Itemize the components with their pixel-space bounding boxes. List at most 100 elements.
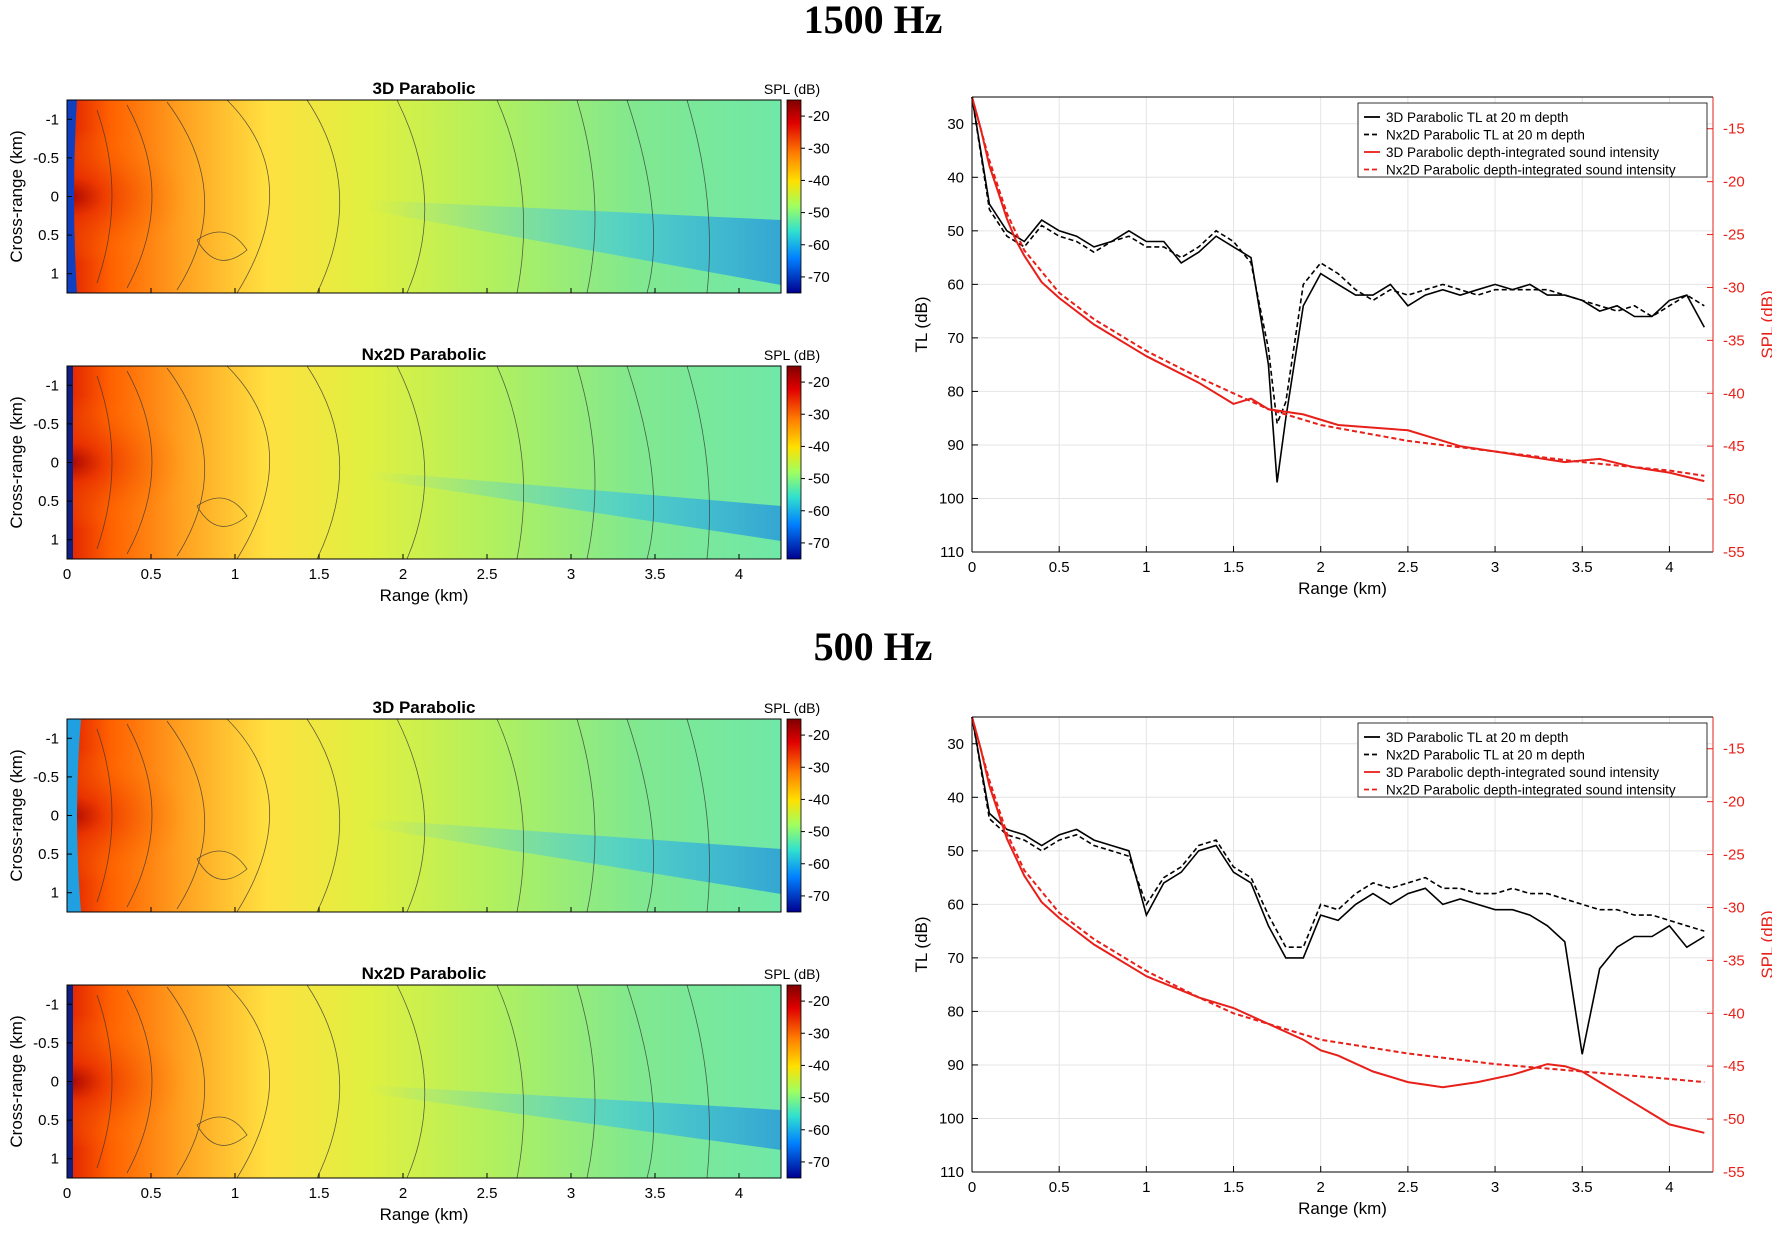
y-tick-label: 1	[51, 885, 59, 902]
heatmap-1500-nx2d	[67, 365, 781, 560]
x-tick-label: 0.5	[1049, 1179, 1070, 1196]
heatmap-annotations: 3D Parabolic -1 -0.5 0 0.5 1 Cross-range (km) S…	[7, 79, 830, 1224]
series-line-3	[971, 96, 1705, 477]
heatmap-contours	[96, 718, 710, 913]
colorbar-tick-label: -60	[808, 503, 830, 520]
legend-entry: 3D Parabolic depth-integrated sound inte…	[1386, 145, 1659, 160]
y-right-tick-label: -45	[1723, 438, 1745, 455]
colorbar-tick-label: -50	[808, 471, 830, 488]
y-tick-label: 70	[947, 950, 964, 967]
colorbar-tick-label: -20	[808, 727, 830, 744]
x-tick-label: 2.5	[477, 566, 498, 583]
x-tick-label: 4	[1665, 1179, 1673, 1196]
heatmap-title: Nx2D Parabolic	[362, 345, 487, 364]
colorbar-tick-label: -60	[808, 856, 830, 873]
y-right-tick-label: -35	[1723, 332, 1745, 349]
y-tick-label: -0.5	[33, 1035, 59, 1052]
colorbar-tick-label: -70	[808, 535, 830, 552]
x-tick-label: 1	[1142, 1179, 1150, 1196]
heatmap-hotspot	[67, 985, 417, 1178]
y-axis-label: Cross-range (km)	[7, 130, 26, 262]
legend-entry: Nx2D Parabolic TL at 20 m depth	[1386, 128, 1585, 143]
y-tick-label: 80	[947, 383, 964, 400]
y-right-tick-label: -15	[1723, 121, 1745, 138]
colorbar-tick-label: -70	[808, 269, 830, 286]
series-line-2	[971, 96, 1705, 483]
legend: 3D Parabolic TL at 20 m depth Nx2D Parabo…	[1357, 102, 1708, 178]
colorbar-tick-label: -70	[808, 888, 830, 905]
y-right-tick-label: -15	[1723, 741, 1745, 758]
y-tick-label: 0.5	[38, 1112, 59, 1129]
x-tick-label: 2	[1317, 1179, 1325, 1196]
y-tick-label: 0.5	[38, 846, 59, 863]
y-axis-label: Cross-range (km)	[7, 1015, 26, 1147]
x-tick-label: 2	[399, 1185, 407, 1202]
legend-entry: 3D Parabolic TL at 20 m depth	[1386, 730, 1568, 745]
y-tick-label: 1	[51, 266, 59, 283]
y-axis-label: Cross-range (km)	[7, 396, 26, 528]
colorbar	[786, 984, 802, 1179]
y-right-tick-label: -55	[1723, 544, 1745, 561]
y-tick-label: 110	[940, 1164, 964, 1181]
x-tick-label: 0	[63, 1185, 71, 1202]
y-tick-label: 60	[947, 276, 964, 293]
y-tick-label: 40	[947, 789, 964, 806]
y-tick-label: -1	[46, 730, 59, 747]
colorbar-tick-label: -50	[808, 824, 830, 841]
legend-box	[1357, 102, 1708, 178]
colorbar-tick-label: -30	[808, 1025, 830, 1042]
colorbar	[786, 365, 802, 560]
heatmap-title: 3D Parabolic	[373, 79, 476, 98]
section-title-1500: 1500 Hz	[804, 0, 943, 42]
y-tick-label: 100	[939, 1110, 964, 1127]
y-right-tick-label: -20	[1723, 794, 1745, 811]
colorbar-label: SPL (dB)	[764, 966, 820, 982]
colorbar	[786, 718, 802, 913]
x-tick-label: 1.5	[309, 566, 330, 583]
y-right-tick-label: -50	[1723, 491, 1745, 508]
y-axis-label: Cross-range (km)	[7, 749, 26, 881]
colorbar-tick-label: -70	[808, 1154, 830, 1171]
x-axis-label: Range (km)	[1298, 1199, 1387, 1218]
colorbar-tick-label: -50	[808, 1090, 830, 1107]
heatmap-axes: 3D Parabolic -1 -0.5 0 0.5 1 Cross-range (km) S…	[7, 698, 830, 913]
colorbar-tick-label: -20	[808, 993, 830, 1010]
colorbar-tick-label: -40	[808, 791, 830, 808]
y-tick-label: -1	[46, 111, 59, 128]
x-tick-label: 2	[399, 566, 407, 583]
y-tick-label: 0	[51, 1074, 59, 1091]
heatmap-hotspot	[67, 100, 417, 293]
colorbar-tick-label: -50	[808, 205, 830, 222]
x-tick-label: 1	[1142, 559, 1150, 576]
y-tick-label: 30	[947, 116, 964, 133]
x-tick-label: 1	[231, 1185, 239, 1202]
colorbar-tick-label: -40	[808, 1057, 830, 1074]
legend-entry: Nx2D Parabolic depth-integrated sound in…	[1386, 783, 1676, 798]
x-tick-label: 1.5	[309, 1185, 330, 1202]
x-tick-label: 0	[968, 1179, 976, 1196]
heatmap-low-beam	[367, 471, 781, 541]
x-tick-label: 0.5	[1049, 559, 1070, 576]
y-right-tick-label: -40	[1723, 385, 1745, 402]
y-right-tick-label: -35	[1723, 952, 1745, 969]
x-tick-label: 2.5	[477, 1185, 498, 1202]
colorbar-tick-label: -40	[808, 438, 830, 455]
heatmap-contours	[96, 984, 710, 1179]
y-right-tick-label: -30	[1723, 899, 1745, 916]
colorbar-tick-label: -30	[808, 140, 830, 157]
x-tick-label: 0	[968, 559, 976, 576]
x-axis-label: Range (km)	[1298, 579, 1387, 598]
colorbar-tick-label: -60	[808, 237, 830, 254]
y-right-tick-label: -55	[1723, 1164, 1745, 1181]
y-tick-label: 1	[51, 1151, 59, 1168]
series-line-3	[971, 716, 1705, 1084]
x-tick-label: 4	[735, 1185, 743, 1202]
line-chart-500: 0 0.5 1 1.5 2 2.5 3 3.5 4 30 40 50 60 70 80 90 100 110 -15…	[912, 716, 1772, 1218]
x-tick-label: 2.5	[1397, 559, 1418, 576]
colorbar-tick-label: -30	[808, 406, 830, 423]
y-right-axis-label: SPL (dB)	[1758, 910, 1772, 978]
line-chart-1500: 0 0.5 1 1.5 2 2.5 3 3.5 4 30 40 50 60 70 80 90 100 110 -15…	[912, 96, 1772, 598]
x-tick-label: 3	[1491, 1179, 1499, 1196]
colorbar-tick-label: -60	[808, 1122, 830, 1139]
y-right-axis-label: SPL (dB)	[1758, 290, 1772, 358]
